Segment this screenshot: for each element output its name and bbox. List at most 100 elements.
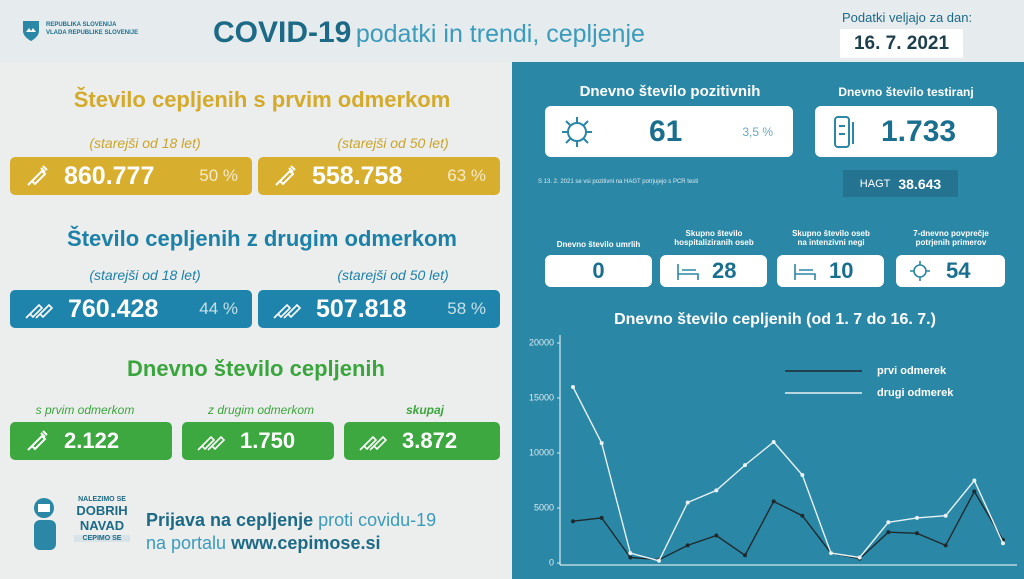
bed-icon <box>794 264 816 280</box>
value: 1.733 <box>881 114 957 148</box>
footer-line: na portalu www.cepimose.si <box>146 533 380 554</box>
stat-box: 507.818 58 % <box>258 290 500 328</box>
value: 507.818 <box>316 294 407 323</box>
hagt-box: HAGT 38.643 <box>843 170 958 197</box>
stat-box: 0 <box>545 255 652 287</box>
data-point <box>685 543 690 548</box>
data-point <box>714 533 719 538</box>
footer-text: na portalu <box>146 533 227 553</box>
stat-box: 54 <box>896 255 1005 287</box>
data-point <box>599 441 604 446</box>
data-point <box>743 463 747 468</box>
value: 61 <box>649 114 683 148</box>
legend-label: drugi odmerek <box>877 387 954 399</box>
stat-box: 2.122 <box>10 422 172 460</box>
syringe-icon <box>275 165 296 186</box>
y-tick-label: 10000 <box>529 447 554 457</box>
stat-label: Skupno število hospitaliziranih oseb <box>674 229 754 247</box>
hagt-value: 38.643 <box>898 175 942 192</box>
note: S 13. 2. 2021 se vsi pozitivni na HAGT p… <box>538 179 699 185</box>
footer-line: Prijava na cepljenje proti covidu-19 <box>146 510 436 531</box>
data-point <box>915 515 919 520</box>
header: REPUBLIKA SLOVENIJA VLADA REPUBLIKE SLOVE… <box>0 0 1024 62</box>
virus-icon <box>562 116 592 147</box>
stat-box: 860.777 50 % <box>10 157 252 195</box>
value: 54 <box>946 258 971 283</box>
y-tick-label: 0 <box>549 557 554 567</box>
data-point <box>771 440 776 444</box>
syringes-icon <box>25 303 54 319</box>
footer-bold: Prijava na cepljenje <box>146 510 314 530</box>
value: 558.758 <box>312 161 403 190</box>
stat-box: 28 <box>660 255 767 287</box>
logo-line: NAVAD <box>79 518 125 533</box>
value: 860.777 <box>64 161 155 190</box>
data-point <box>886 520 891 525</box>
value: 3.872 <box>402 428 458 453</box>
gov-line: REPUBLIKA SLOVENIJA <box>46 22 117 28</box>
logo-line: NALEZIMO SE <box>78 496 126 503</box>
data-point <box>829 551 833 556</box>
data-point <box>657 558 661 563</box>
chart-title: Dnevno število cepljenih (od 1. 7 do 16.… <box>614 311 936 328</box>
date: 16. 7. 2021 <box>840 29 963 58</box>
syringes-icon <box>197 435 226 451</box>
legend-label: prvi odmerek <box>877 365 947 377</box>
data-point <box>800 513 805 518</box>
percent: 58 % <box>447 299 486 318</box>
bed-icon <box>677 264 699 280</box>
logo-line: CEPIMO SE <box>74 535 130 542</box>
stat-box: 3.872 <box>344 422 500 460</box>
section-title: Število cepljenih z drugim odmerkom <box>67 226 457 251</box>
data-point <box>743 553 747 558</box>
hagt-label: HAGT <box>859 177 891 190</box>
series-line <box>572 490 1004 561</box>
item-label: s prvim odmerkom <box>35 403 135 417</box>
mascot <box>34 498 56 550</box>
stat-box: 558.758 63 % <box>258 157 500 195</box>
value: 28 <box>712 258 737 283</box>
data-point <box>886 530 891 535</box>
value: 760.428 <box>68 294 159 323</box>
syringes-icon <box>273 303 302 319</box>
data-point <box>943 513 948 518</box>
data-point <box>857 555 862 560</box>
panel-title: Dnevno število pozitivnih <box>579 83 761 100</box>
data-point <box>628 551 633 556</box>
stat-box: 61 3,5 % <box>545 106 793 157</box>
title-row: COVID-19 podatki in trendi, cepljenje <box>213 16 645 50</box>
percent: 63 % <box>447 166 486 185</box>
test-icon <box>834 115 854 148</box>
percent: 3,5 % <box>742 124 773 139</box>
subtitle: podatki in trendi, cepljenje <box>355 20 645 48</box>
stat-box: 1.750 <box>182 422 334 460</box>
y-tick-label: 15000 <box>529 392 554 402</box>
data-point <box>571 519 575 524</box>
data-point <box>1001 541 1005 546</box>
line-chart: Dnevno število cepljenih (od 1. 7 do 16.… <box>529 311 1017 567</box>
stat-label: 7-dnevno povprečje potrjenih primerov <box>913 229 989 247</box>
stat-box: 1.733 <box>815 106 997 157</box>
title: COVID-19 <box>213 16 352 49</box>
item-label: skupaj <box>405 403 444 417</box>
virus-icon <box>910 261 930 281</box>
data-point <box>771 499 776 504</box>
percent: 50 % <box>199 166 238 185</box>
y-tick-label: 20000 <box>529 337 554 347</box>
logo: NALEZIMO SE DOBRIH NAVAD CEPIMO SE <box>66 496 138 544</box>
data-point <box>599 515 604 520</box>
stat-label: Dnevno število umrlih <box>556 240 641 249</box>
syringes-icon <box>359 435 388 451</box>
group-label: (starejši od 50 let) <box>337 267 449 283</box>
section-title: Število cepljenih s prvim odmerkom <box>73 87 451 112</box>
group-label: (starejši od 50 let) <box>337 135 449 151</box>
data-point <box>714 488 719 493</box>
stat-box: 10 <box>777 255 884 287</box>
section-title: Dnevno število cepljenih <box>127 356 385 381</box>
stat-label: Skupno število oseb na intenzivni negi <box>792 229 870 247</box>
item-label: z drugim odmerkom <box>207 403 315 417</box>
data-point <box>685 500 690 505</box>
value: 10 <box>829 258 854 283</box>
data-point <box>972 489 977 494</box>
syringe-icon <box>27 430 48 451</box>
